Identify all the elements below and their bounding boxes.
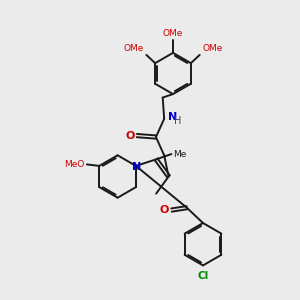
Text: N: N [132, 162, 141, 172]
Text: MeO: MeO [64, 160, 85, 169]
Text: OMe: OMe [202, 44, 222, 53]
Text: O: O [125, 130, 134, 141]
Text: OMe: OMe [163, 29, 183, 38]
Text: Cl: Cl [197, 271, 208, 281]
Text: Me: Me [173, 149, 186, 158]
Text: OMe: OMe [124, 44, 144, 53]
Text: N: N [168, 112, 177, 122]
Text: H: H [175, 116, 182, 126]
Text: O: O [160, 205, 169, 215]
